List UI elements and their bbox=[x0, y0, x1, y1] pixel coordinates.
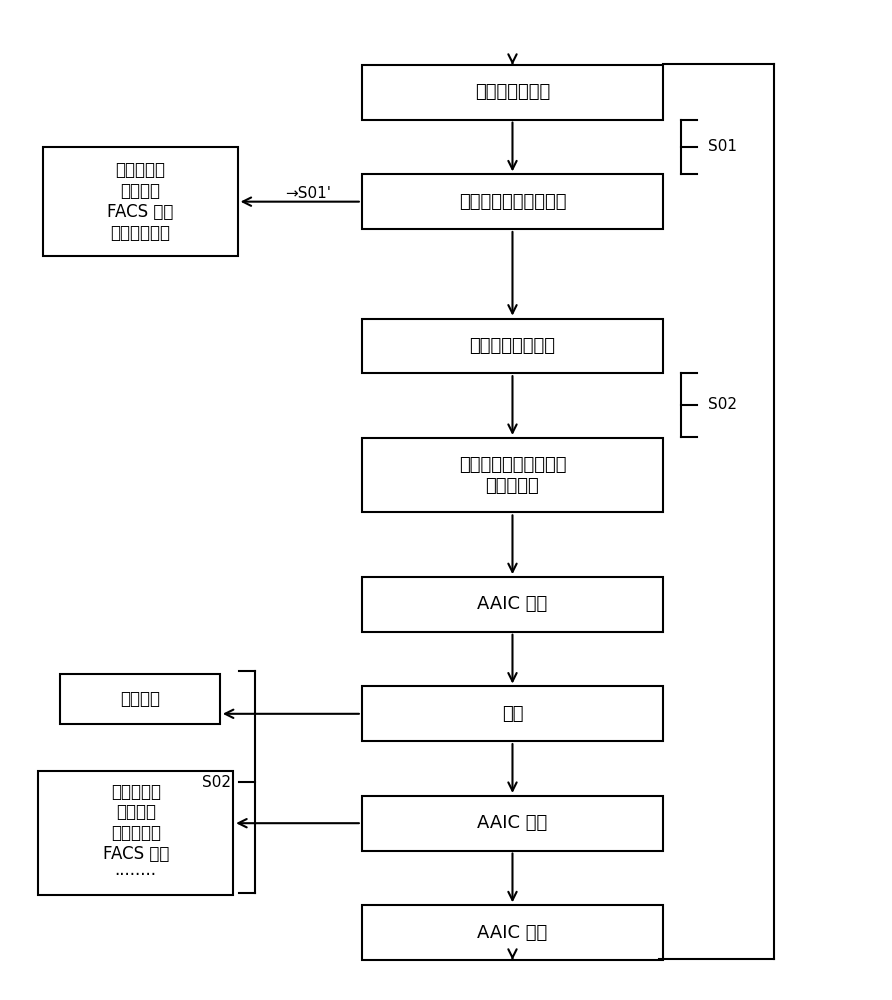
Bar bbox=[362, 686, 663, 741]
Bar bbox=[362, 65, 663, 120]
Text: 取样: 取样 bbox=[501, 705, 524, 723]
Text: 加入无血清培养基: 加入无血清培养基 bbox=[469, 337, 556, 355]
Text: 活细胞计数
无菌检测
内毒素检测
FACS 分析
········: 活细胞计数 无菌检测 内毒素检测 FACS 分析 ········ bbox=[103, 783, 169, 884]
Text: 外周血单个核细胞分离: 外周血单个核细胞分离 bbox=[458, 193, 566, 211]
Bar bbox=[362, 577, 663, 632]
Text: S02: S02 bbox=[707, 397, 737, 412]
Bar bbox=[362, 796, 663, 851]
Text: 白细胞分离技术: 白细胞分离技术 bbox=[475, 83, 550, 101]
Bar bbox=[362, 438, 663, 512]
Text: →S01': →S01' bbox=[285, 186, 332, 201]
Bar bbox=[362, 905, 663, 960]
Bar bbox=[362, 319, 663, 373]
Text: AAIC 回输: AAIC 回输 bbox=[477, 924, 548, 942]
Text: AAIC 收获: AAIC 收获 bbox=[477, 814, 548, 832]
Text: 加入肿瘤抗原和细胞因
子进行培养: 加入肿瘤抗原和细胞因 子进行培养 bbox=[458, 456, 566, 495]
Text: S01: S01 bbox=[707, 139, 737, 154]
Text: 活细胞计数
无菌检测
FACS 分析
部分冻存留样: 活细胞计数 无菌检测 FACS 分析 部分冻存留样 bbox=[107, 161, 173, 242]
Text: AAIC 成熟: AAIC 成熟 bbox=[477, 595, 548, 613]
Bar bbox=[362, 174, 663, 229]
Bar bbox=[38, 771, 233, 895]
Text: S02: S02 bbox=[202, 775, 232, 790]
Text: 无菌检测: 无菌检测 bbox=[120, 690, 161, 708]
Bar bbox=[43, 147, 237, 256]
Bar bbox=[61, 674, 220, 724]
